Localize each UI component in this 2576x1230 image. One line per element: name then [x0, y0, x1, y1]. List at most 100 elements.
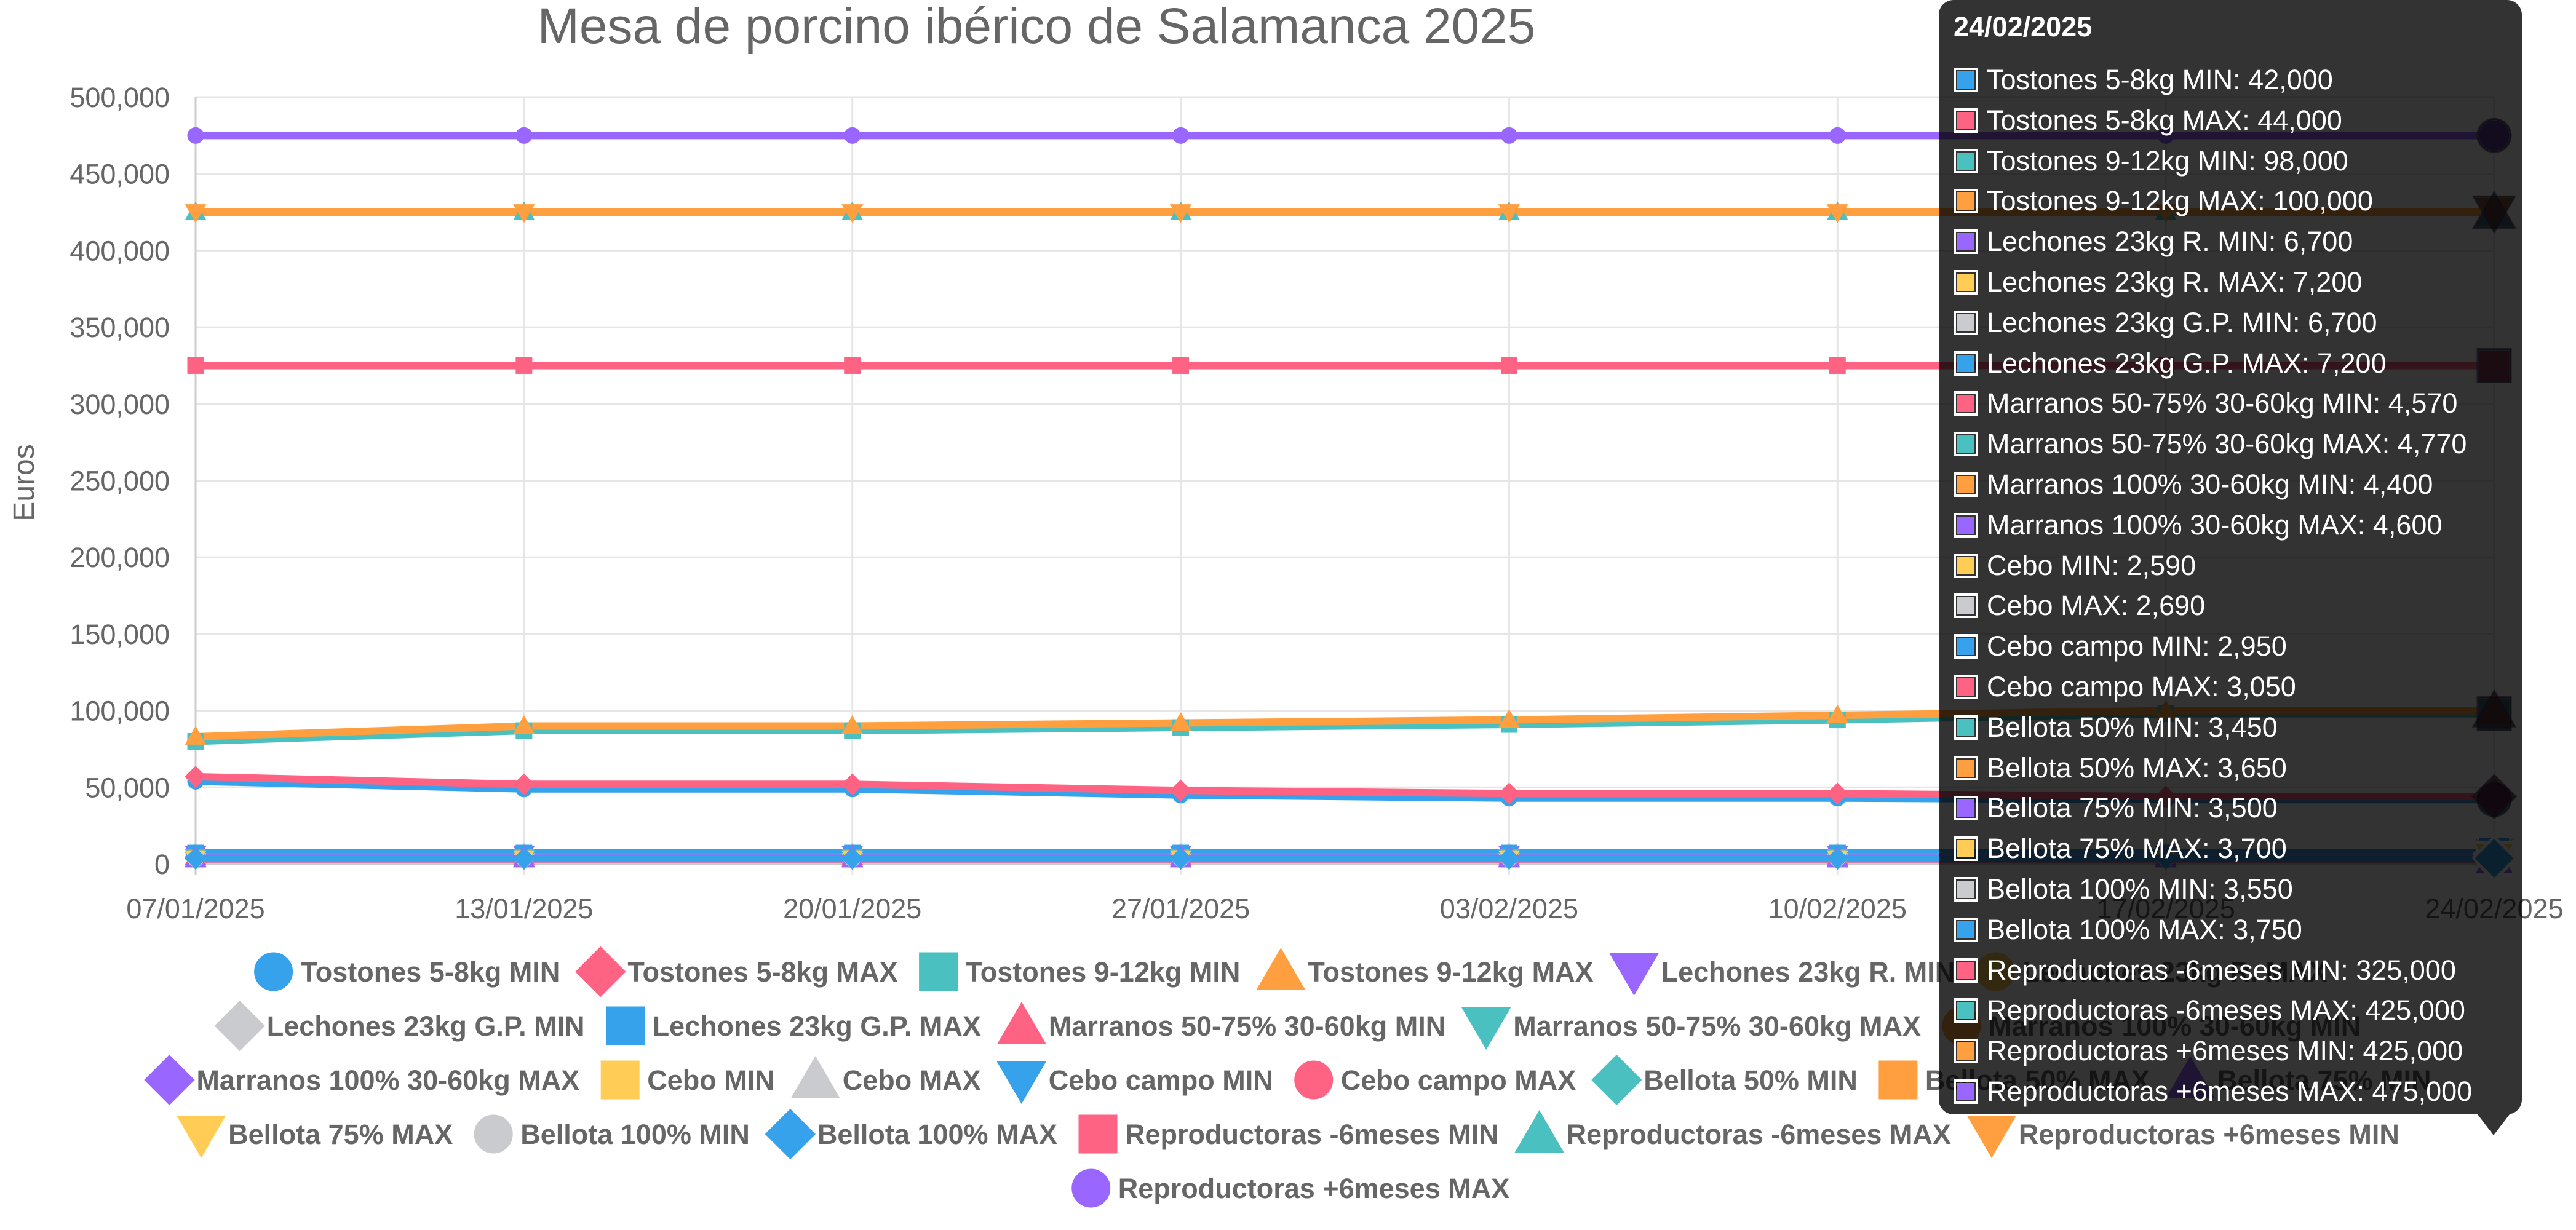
tooltip-row: Reproductoras +6meses MAX: 475,000 [1954, 1073, 2472, 1110]
legend-item[interactable]: Bellota 100% MAX [765, 1108, 1057, 1160]
y-tick-label: 500,000 [70, 82, 170, 113]
legend-swatch [790, 1056, 840, 1098]
tooltip-row-text: Tostones 5-8kg MAX: 44,000 [1987, 104, 2342, 136]
y-tick-label: 0 [154, 849, 170, 880]
tooltip-swatch [1954, 148, 1978, 173]
data-point [1498, 204, 1521, 223]
legend-item[interactable]: Bellota 75% MAX [177, 1116, 453, 1158]
legend-swatch [1071, 1168, 1111, 1208]
data-point [1169, 712, 1192, 731]
legend-item[interactable]: Tostones 5-8kg MAX [575, 946, 898, 998]
data-point [513, 847, 535, 870]
legend-item[interactable]: Lechones 23kg G.P. MAX [606, 1006, 981, 1046]
data-point [1829, 357, 1846, 374]
legend-swatch [575, 946, 626, 998]
data-point [1826, 847, 1849, 870]
data-point [185, 847, 207, 870]
data-point [513, 715, 535, 734]
legend-item[interactable]: Tostones 9-12kg MAX [1256, 948, 1594, 990]
tooltip-row: Cebo campo MIN: 2,950 [1954, 628, 2287, 665]
tooltip-row: Lechones 23kg G.P. MIN: 6,700 [1954, 304, 2377, 341]
data-point [185, 204, 207, 223]
legend-item[interactable]: Reproductoras +6meses MAX [1071, 1168, 1509, 1208]
tooltip-row-text: Cebo campo MAX: 3,050 [1987, 671, 2296, 702]
tooltip-caret [2478, 1114, 2510, 1135]
legend-item[interactable]: Marranos 50-75% 30-60kg MAX [1461, 1007, 1921, 1050]
legend-swatch [606, 1006, 645, 1046]
y-tick-label: 450,000 [70, 159, 170, 190]
legend-label: Bellota 100% MAX [817, 1119, 1057, 1150]
legend-swatch [996, 1002, 1047, 1044]
legend-item[interactable]: Cebo campo MAX [1294, 1060, 1576, 1100]
tooltip-row: Lechones 23kg R. MIN: 6,700 [1954, 223, 2353, 260]
tooltip-row: Bellota 75% MIN: 3,500 [1954, 790, 2278, 827]
legend-swatch [1461, 1007, 1511, 1050]
tooltip-row: Marranos 100% 30-60kg MAX: 4,600 [1954, 507, 2442, 544]
legend-item[interactable]: Bellota 50% MIN [1591, 1054, 1858, 1106]
legend-item[interactable]: Marranos 50-75% 30-60kg MIN [996, 1002, 1445, 1044]
legend-item[interactable]: Cebo campo MIN [996, 1061, 1273, 1104]
tooltip-swatch [1954, 634, 1978, 659]
legend-item[interactable]: Cebo MAX [790, 1056, 981, 1098]
tooltip-row-text: Lechones 23kg R. MIN: 6,700 [1987, 226, 2353, 258]
legend-item[interactable]: Lechones 23kg G.P. MIN [214, 1000, 585, 1052]
legend-swatch [600, 1060, 640, 1100]
tooltip-row: Tostones 9-12kg MAX: 100,000 [1954, 183, 2373, 220]
tooltip-row: Reproductoras -6meses MAX: 425,000 [1954, 992, 2465, 1029]
legend-label: Marranos 50-75% 30-60kg MAX [1513, 1010, 1921, 1042]
legend-label: Bellota 50% MIN [1644, 1065, 1858, 1096]
data-point [513, 204, 535, 223]
legend-item[interactable]: Reproductoras +6meses MIN [1966, 1116, 2399, 1158]
legend-item[interactable]: Tostones 5-8kg MIN [254, 952, 560, 991]
y-tick-label: 250,000 [70, 466, 170, 497]
tooltip-row-text: Bellota 50% MIN: 3,450 [1987, 711, 2278, 743]
legend-swatch [214, 1000, 265, 1052]
legend-item[interactable]: Reproductoras -6meses MIN [1078, 1114, 1499, 1154]
legend-item[interactable]: Lechones 23kg R. MIN [1609, 953, 1955, 996]
y-tick-label: 400,000 [70, 235, 170, 266]
tooltip-row-text: Marranos 50-75% 30-60kg MIN: 4,570 [1987, 387, 2458, 419]
data-point [1169, 779, 1192, 802]
tooltip-row: Cebo MAX: 2,690 [1954, 587, 2205, 624]
data-point [515, 127, 533, 144]
data-point [1172, 127, 1190, 144]
tooltip-swatch [1954, 512, 1978, 538]
tooltip-row: Reproductoras -6meses MIN: 325,000 [1954, 952, 2456, 989]
tooltip-swatch [1954, 958, 1978, 983]
data-point [1829, 127, 1846, 144]
tooltip: 24/02/2025 Tostones 5-8kg MIN: 42,000 Tos… [1939, 0, 2522, 1114]
legend-item[interactable]: Bellota 100% MIN [474, 1114, 750, 1154]
legend-item[interactable]: Cebo MIN [600, 1060, 775, 1100]
tooltip-swatch [1954, 675, 1978, 699]
legend-label: Bellota 100% MIN [520, 1119, 750, 1150]
tooltip-swatch [1954, 836, 1978, 862]
legend-item[interactable]: Tostones 9-12kg MIN [919, 952, 1241, 991]
x-tick-label: 13/01/2025 [455, 893, 593, 924]
legend-label: Reproductoras -6meses MIN [1125, 1119, 1499, 1150]
legend-label: Tostones 9-12kg MIN [966, 956, 1241, 988]
legend-swatch [144, 1054, 195, 1106]
y-tick-label: 300,000 [70, 389, 170, 420]
tooltip-row-text: Reproductoras -6meses MIN: 325,000 [1987, 954, 2456, 986]
legend-label: Tostones 5-8kg MAX [627, 956, 897, 988]
tooltip-row-text: Bellota 100% MIN: 3,550 [1987, 873, 2293, 905]
tooltip-swatch [1954, 917, 1978, 942]
y-axis-ticks: 0 50,000 100,000 150,000 200,000 250,000 300,0… [70, 82, 170, 880]
tooltip-row-text: Cebo MIN: 2,590 [1987, 549, 2196, 581]
tooltip-row-text: Marranos 100% 30-60kg MAX: 4,600 [1987, 509, 2443, 541]
data-point [841, 204, 864, 223]
tooltip-row: Marranos 50-75% 30-60kg MAX: 4,770 [1954, 426, 2467, 462]
legend-label: Cebo MAX [843, 1065, 981, 1096]
tooltip-swatch [1954, 108, 1978, 133]
legend-item[interactable]: Marranos 100% 30-60kg MAX [144, 1054, 579, 1106]
tooltip-row: Lechones 23kg G.P. MAX: 7,200 [1954, 345, 2387, 382]
tooltip-row-text: Tostones 5-8kg MIN: 42,000 [1987, 64, 2333, 95]
legend-item[interactable]: Reproductoras -6meses MAX [1514, 1110, 1951, 1153]
data-point [185, 766, 207, 788]
tooltip-swatch [1954, 229, 1978, 255]
data-point [1500, 357, 1517, 374]
tooltip-row: Bellota 100% MIN: 3,550 [1954, 871, 2293, 908]
tooltip-swatch [1954, 553, 1978, 578]
y-axis-label: Euros [8, 444, 41, 521]
legend-label: Marranos 50-75% 30-60kg MIN [1049, 1010, 1445, 1042]
